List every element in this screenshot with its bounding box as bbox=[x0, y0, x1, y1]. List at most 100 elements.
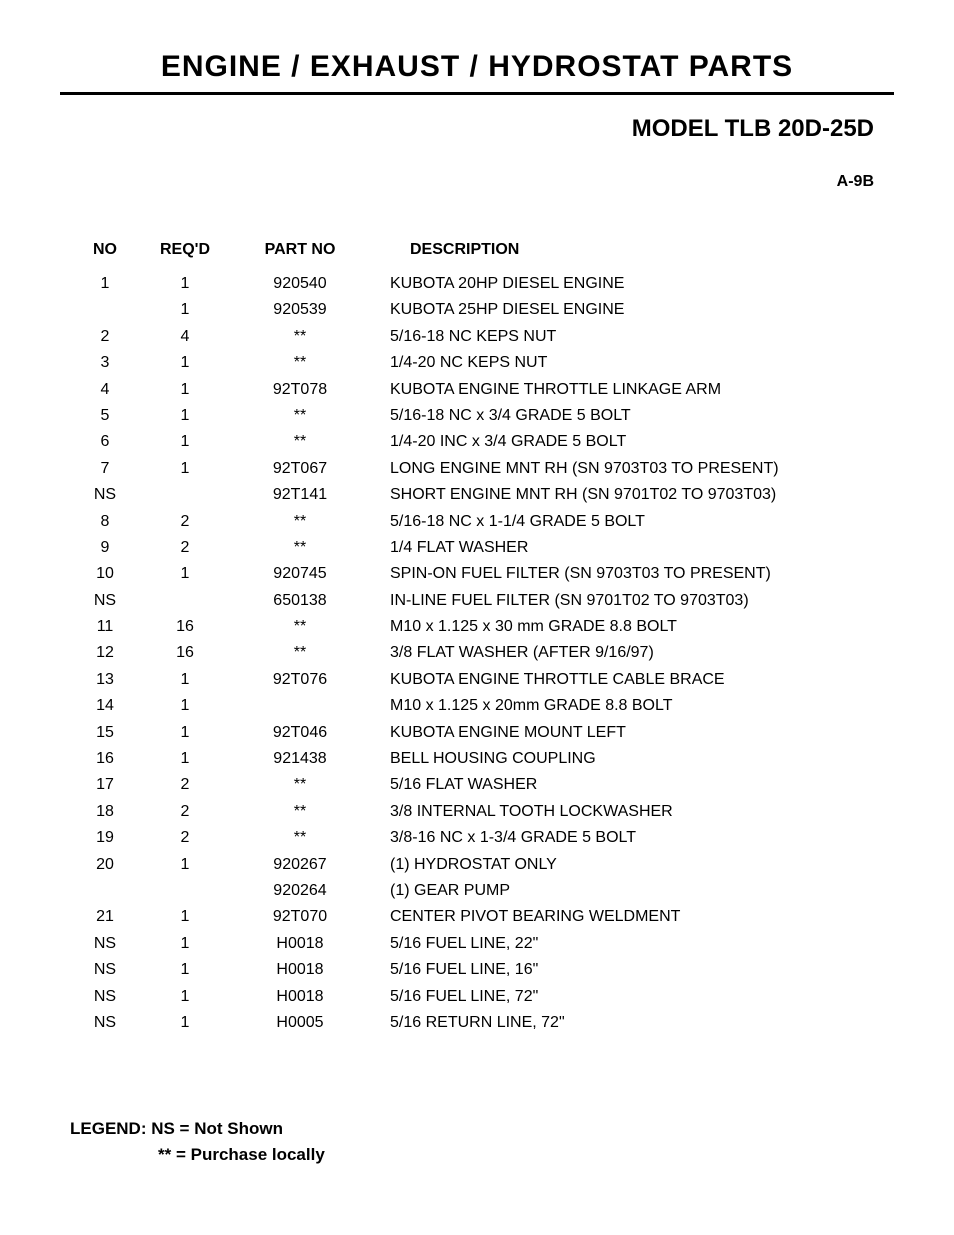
cell-no: 16 bbox=[60, 746, 140, 772]
cell-partno bbox=[230, 693, 370, 719]
table-row: 31**1/4-20 NC KEPS NUT bbox=[60, 350, 894, 376]
cell-partno: 650138 bbox=[230, 588, 370, 614]
table-row: 24**5/16-18 NC KEPS NUT bbox=[60, 324, 894, 350]
cell-partno: 920745 bbox=[230, 561, 370, 587]
table-row: NS1H00185/16 FUEL LINE, 72" bbox=[60, 984, 894, 1010]
cell-desc: 3/8 FLAT WASHER (AFTER 9/16/97) bbox=[370, 640, 894, 666]
cell-no: 3 bbox=[60, 350, 140, 376]
cell-reqd: 1 bbox=[140, 1010, 230, 1036]
cell-no: 4 bbox=[60, 377, 140, 403]
table-row: 161921438BELL HOUSING COUPLING bbox=[60, 746, 894, 772]
cell-reqd: 1 bbox=[140, 852, 230, 878]
cell-desc: KUBOTA ENGINE THROTTLE CABLE BRACE bbox=[370, 667, 894, 693]
cell-partno: ** bbox=[230, 403, 370, 429]
cell-desc: 5/16 FUEL LINE, 16" bbox=[370, 957, 894, 983]
cell-no: 20 bbox=[60, 852, 140, 878]
cell-partno: ** bbox=[230, 324, 370, 350]
cell-desc: M10 x 1.125 x 20mm GRADE 8.8 BOLT bbox=[370, 693, 894, 719]
cell-reqd: 16 bbox=[140, 640, 230, 666]
cell-desc: CENTER PIVOT BEARING WELDMENT bbox=[370, 904, 894, 930]
cell-reqd: 1 bbox=[140, 429, 230, 455]
parts-table: NO REQ'D PART NO DESCRIPTION 11920540KUB… bbox=[60, 241, 894, 1036]
table-row: 141M10 x 1.125 x 20mm GRADE 8.8 BOLT bbox=[60, 693, 894, 719]
cell-partno: ** bbox=[230, 799, 370, 825]
cell-reqd: 2 bbox=[140, 825, 230, 851]
cell-no: NS bbox=[60, 984, 140, 1010]
table-row: 101920745SPIN-ON FUEL FILTER (SN 9703T03… bbox=[60, 561, 894, 587]
table-row: 92**1/4 FLAT WASHER bbox=[60, 535, 894, 561]
legend-line-1: LEGEND: NS = Not Shown bbox=[70, 1116, 894, 1142]
cell-reqd: 1 bbox=[140, 297, 230, 323]
table-row: 1216**3/8 FLAT WASHER (AFTER 9/16/97) bbox=[60, 640, 894, 666]
table-row: 82**5/16-18 NC x 1-1/4 GRADE 5 BOLT bbox=[60, 509, 894, 535]
cell-reqd: 1 bbox=[140, 561, 230, 587]
cell-partno: 921438 bbox=[230, 746, 370, 772]
cell-desc: LONG ENGINE MNT RH (SN 9703T03 TO PRESEN… bbox=[370, 456, 894, 482]
cell-desc: 1/4-20 INC x 3/4 GRADE 5 BOLT bbox=[370, 429, 894, 455]
cell-no: 6 bbox=[60, 429, 140, 455]
cell-no: 10 bbox=[60, 561, 140, 587]
cell-partno: 92T067 bbox=[230, 456, 370, 482]
table-row: 1920539KUBOTA 25HP DIESEL ENGINE bbox=[60, 297, 894, 323]
table-row: 11920540KUBOTA 20HP DIESEL ENGINE bbox=[60, 271, 894, 297]
cell-no: NS bbox=[60, 482, 140, 508]
cell-partno: 92T078 bbox=[230, 377, 370, 403]
cell-no: 19 bbox=[60, 825, 140, 851]
cell-desc: BELL HOUSING COUPLING bbox=[370, 746, 894, 772]
column-header-no: NO bbox=[60, 241, 140, 271]
table-row: 13192T076KUBOTA ENGINE THROTTLE CABLE BR… bbox=[60, 667, 894, 693]
cell-reqd: 1 bbox=[140, 720, 230, 746]
cell-partno: 920264 bbox=[230, 878, 370, 904]
cell-reqd: 2 bbox=[140, 772, 230, 798]
cell-desc: 5/16-18 NC KEPS NUT bbox=[370, 324, 894, 350]
table-row: 920264(1) GEAR PUMP bbox=[60, 878, 894, 904]
table-header-row: NO REQ'D PART NO DESCRIPTION bbox=[60, 241, 894, 271]
table-row: 172**5/16 FLAT WASHER bbox=[60, 772, 894, 798]
page-title: ENGINE / EXHAUST / HYDROSTAT PARTS bbox=[60, 50, 894, 95]
cell-no: NS bbox=[60, 957, 140, 983]
cell-no: 11 bbox=[60, 614, 140, 640]
cell-partno: 920539 bbox=[230, 297, 370, 323]
cell-desc: KUBOTA ENGINE THROTTLE LINKAGE ARM bbox=[370, 377, 894, 403]
cell-reqd bbox=[140, 878, 230, 904]
table-row: NS1H00185/16 FUEL LINE, 22" bbox=[60, 931, 894, 957]
cell-reqd: 1 bbox=[140, 377, 230, 403]
cell-partno: ** bbox=[230, 350, 370, 376]
cell-partno: H0005 bbox=[230, 1010, 370, 1036]
cell-desc: 1/4 FLAT WASHER bbox=[370, 535, 894, 561]
cell-desc: 3/8 INTERNAL TOOTH LOCKWASHER bbox=[370, 799, 894, 825]
table-row: 4192T078KUBOTA ENGINE THROTTLE LINKAGE A… bbox=[60, 377, 894, 403]
cell-desc: 3/8-16 NC x 1-3/4 GRADE 5 BOLT bbox=[370, 825, 894, 851]
cell-no: 2 bbox=[60, 324, 140, 350]
model-heading: MODEL TLB 20D-25D bbox=[60, 115, 894, 143]
table-row: NS1H00185/16 FUEL LINE, 16" bbox=[60, 957, 894, 983]
table-row: 61**1/4-20 INC x 3/4 GRADE 5 BOLT bbox=[60, 429, 894, 455]
table-row: NS92T141SHORT ENGINE MNT RH (SN 9701T02 … bbox=[60, 482, 894, 508]
page-reference: A-9B bbox=[60, 173, 894, 191]
cell-desc: SHORT ENGINE MNT RH (SN 9701T02 TO 9703T… bbox=[370, 482, 894, 508]
cell-partno: H0018 bbox=[230, 957, 370, 983]
cell-no: 5 bbox=[60, 403, 140, 429]
legend-line-2: ** = Purchase locally bbox=[70, 1142, 894, 1168]
cell-partno: 92T046 bbox=[230, 720, 370, 746]
cell-desc: IN-LINE FUEL FILTER (SN 9701T02 TO 9703T… bbox=[370, 588, 894, 614]
cell-reqd: 1 bbox=[140, 271, 230, 297]
legend: LEGEND: NS = Not Shown ** = Purchase loc… bbox=[70, 1116, 894, 1167]
cell-no: NS bbox=[60, 1010, 140, 1036]
cell-no: NS bbox=[60, 588, 140, 614]
cell-reqd bbox=[140, 482, 230, 508]
cell-partno: ** bbox=[230, 535, 370, 561]
cell-reqd: 2 bbox=[140, 799, 230, 825]
cell-no: 12 bbox=[60, 640, 140, 666]
cell-no: 13 bbox=[60, 667, 140, 693]
table-row: 15192T046KUBOTA ENGINE MOUNT LEFT bbox=[60, 720, 894, 746]
cell-no: 21 bbox=[60, 904, 140, 930]
cell-partno: ** bbox=[230, 509, 370, 535]
cell-reqd: 2 bbox=[140, 535, 230, 561]
cell-partno: ** bbox=[230, 429, 370, 455]
cell-desc: 5/16 FUEL LINE, 22" bbox=[370, 931, 894, 957]
cell-reqd: 1 bbox=[140, 746, 230, 772]
cell-partno: 920267 bbox=[230, 852, 370, 878]
table-row: 192**3/8-16 NC x 1-3/4 GRADE 5 BOLT bbox=[60, 825, 894, 851]
cell-partno: 92T070 bbox=[230, 904, 370, 930]
